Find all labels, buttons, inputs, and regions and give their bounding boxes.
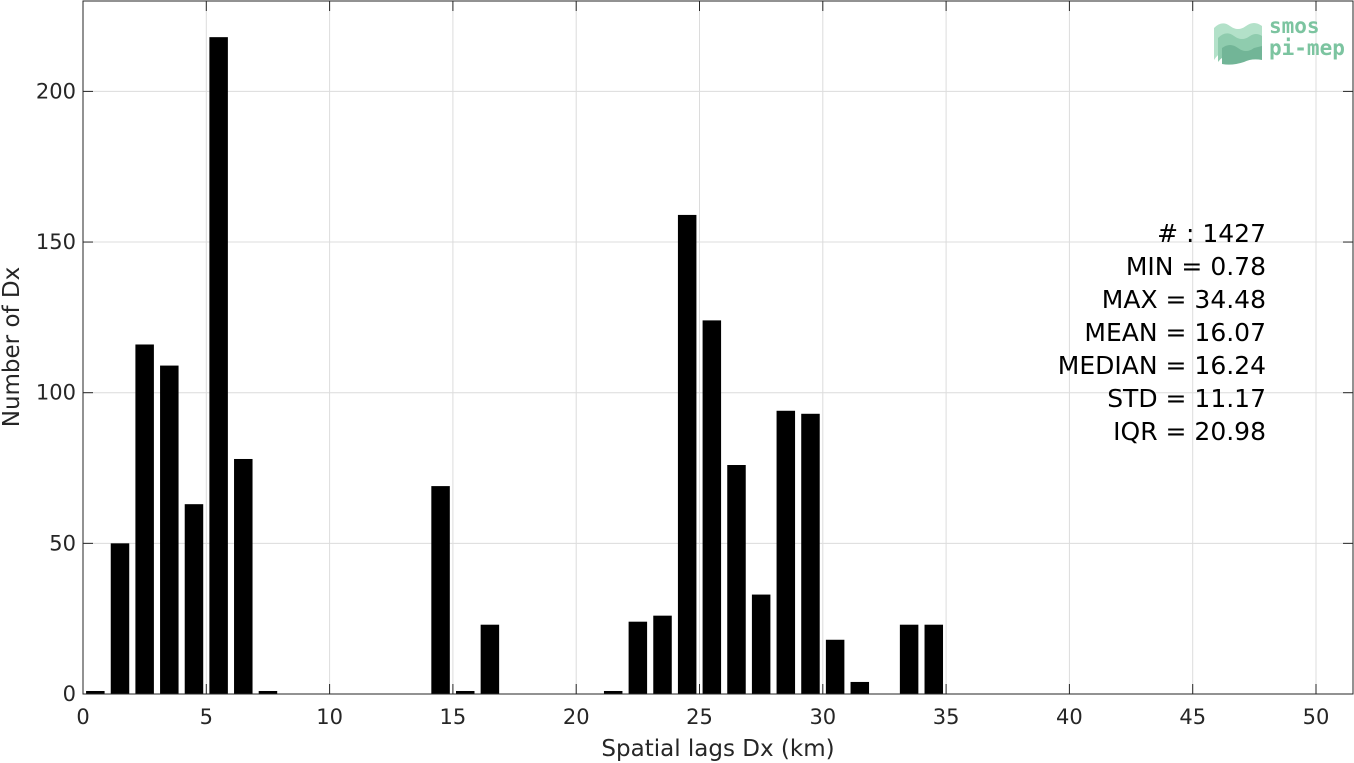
x-axis-label: Spatial lags Dx (km) [601, 736, 834, 762]
histogram-bar [480, 624, 500, 694]
histogram-bar [258, 690, 278, 694]
histogram-bar [455, 690, 475, 694]
stat-line: MEAN = 16.07 [1084, 318, 1266, 347]
grid-lines [83, 1, 1353, 694]
histogram-bar [899, 624, 919, 694]
histogram-bar [727, 465, 746, 694]
histogram-bar [850, 681, 870, 694]
y-tick-label: 0 [63, 682, 76, 706]
x-tick-label: 30 [809, 705, 836, 729]
histogram-bar [825, 639, 845, 694]
stat-line: IQR = 20.98 [1113, 417, 1266, 446]
tick-labels: 0 5 10 15 20 25 30 35 40 45 50 0 50 100 150 200 [36, 79, 1329, 729]
histogram-bar [209, 37, 228, 695]
histogram-bar [110, 543, 130, 694]
bars [86, 37, 944, 695]
y-tick-label: 100 [36, 381, 76, 405]
histogram-bar [924, 624, 944, 694]
histogram-bar [751, 594, 771, 694]
x-tick-label: 15 [440, 705, 467, 729]
y-tick-label: 200 [36, 79, 76, 103]
y-tick-label: 50 [49, 531, 76, 555]
logo-text-smos: smos [1269, 14, 1320, 38]
histogram-bar [135, 344, 154, 694]
stat-line: MAX = 34.48 [1102, 285, 1266, 314]
x-tick-label: 45 [1179, 705, 1206, 729]
stat-line: # : 1427 [1157, 219, 1266, 248]
stat-line: MIN = 0.78 [1126, 252, 1266, 281]
x-tick-label: 5 [200, 705, 213, 729]
histogram-bar [86, 690, 105, 694]
histogram-bar [801, 413, 820, 694]
stat-line: STD = 11.17 [1107, 384, 1266, 413]
histogram-bar [160, 365, 179, 694]
smos-pi-mep-logo: smos pi-mep [1214, 14, 1345, 65]
histogram-bar [184, 504, 204, 694]
x-tick-label: 0 [76, 705, 89, 729]
histogram-bar [431, 486, 450, 694]
statistics-box: # : 1427 MIN = 0.78 MAX = 34.48 MEAN = 16.0… [1058, 219, 1266, 446]
logo-mark-icon [1214, 23, 1262, 65]
x-tick-label: 40 [1056, 705, 1083, 729]
x-tick-label: 10 [316, 705, 343, 729]
axes-box [82, 0, 1354, 695]
histogram-bar [677, 214, 697, 694]
x-tick-label: 25 [686, 705, 713, 729]
histogram-bar [628, 621, 648, 694]
y-axis-label: Number of Dx [0, 267, 25, 428]
histogram-bar [702, 320, 722, 694]
stat-line: MEDIAN = 16.24 [1058, 351, 1266, 380]
x-tick-label: 35 [933, 705, 960, 729]
y-tick-label: 150 [36, 230, 76, 254]
x-tick-label: 50 [1303, 705, 1330, 729]
histogram-bar [776, 410, 796, 694]
histogram-bar [603, 690, 623, 694]
x-tick-label: 20 [563, 705, 590, 729]
logo-text-pi-mep: pi-mep [1269, 36, 1345, 60]
histogram-bar [234, 458, 253, 694]
axis-ticks [82, 1, 1353, 695]
histogram-bar [653, 615, 672, 694]
